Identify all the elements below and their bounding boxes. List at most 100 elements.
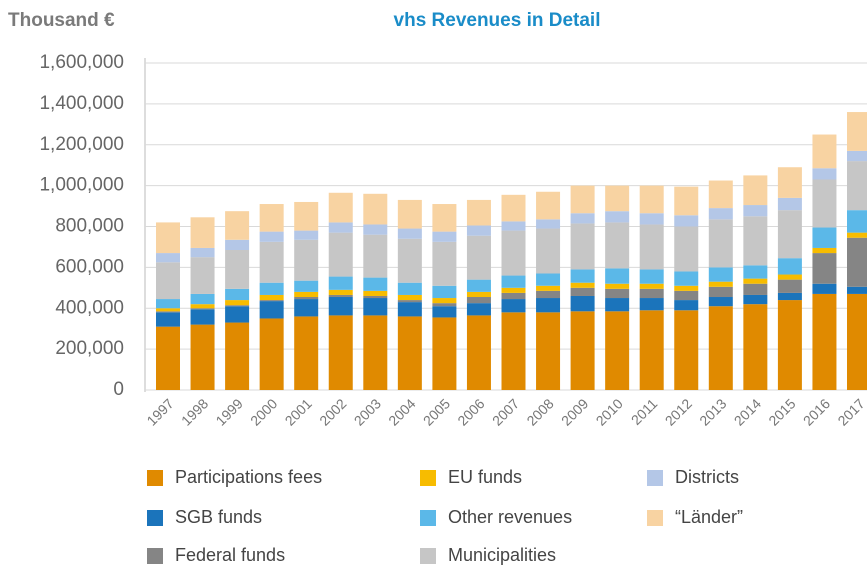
x-tick-label: 2006 — [454, 395, 487, 428]
bar-segment — [225, 305, 250, 307]
bar-segment — [294, 297, 319, 300]
x-tick-label: 2011 — [628, 395, 661, 428]
bar-segment — [466, 315, 491, 390]
bar-segment — [674, 186, 699, 216]
bar-segment — [294, 230, 319, 240]
bar-segment — [363, 290, 388, 296]
legend-label: SGB funds — [175, 507, 262, 527]
y-tick-label: 800,000 — [55, 216, 124, 237]
bar-segment — [432, 317, 457, 390]
bar-segment — [432, 298, 457, 304]
bar-segment — [570, 311, 595, 390]
y-tick-label: 400,000 — [55, 297, 124, 318]
bar-segment — [225, 211, 250, 240]
y-tick-label: 1,000,000 — [39, 175, 124, 196]
bar-segment — [570, 295, 595, 312]
bar-segment — [363, 224, 388, 235]
legend-swatch — [420, 548, 436, 564]
x-tick-label: 2016 — [800, 395, 833, 428]
bar-segment — [777, 167, 802, 198]
bar-segment — [363, 234, 388, 278]
bar-segment — [225, 322, 250, 390]
bar-segment — [605, 185, 630, 212]
bar-segment — [639, 224, 664, 270]
bar-segment — [674, 215, 699, 227]
bar-segment — [501, 275, 526, 288]
bar-segment — [225, 288, 250, 301]
bar-segment — [812, 247, 837, 254]
bar-segment — [466, 291, 491, 298]
bar-segment — [847, 150, 867, 162]
bar-segment — [397, 199, 422, 229]
legend-swatch — [647, 470, 663, 486]
bar-segment — [743, 205, 768, 217]
bar-segment — [190, 257, 215, 294]
bar-segment — [605, 298, 630, 312]
bar-segment — [743, 283, 768, 295]
bar-segment — [190, 309, 215, 325]
bar-segment — [708, 281, 733, 287]
bar-segment — [466, 199, 491, 226]
bar-segment — [605, 311, 630, 390]
bar-segment — [432, 303, 457, 307]
x-tick-label: 2000 — [247, 395, 280, 428]
bar-segment — [536, 312, 561, 390]
legend-swatch — [147, 510, 163, 526]
bar-segment — [397, 228, 422, 239]
bar-segment — [501, 287, 526, 293]
bar-segment — [328, 294, 353, 298]
bar-segment — [432, 231, 457, 242]
legend-swatch — [647, 510, 663, 526]
x-tick-label: 2008 — [523, 395, 556, 428]
bar-segment — [743, 294, 768, 305]
bar-segment — [294, 239, 319, 281]
bar-segment — [190, 324, 215, 390]
bar-segment — [639, 269, 664, 284]
bar-segment — [363, 193, 388, 225]
bar-segment — [397, 300, 422, 303]
bar-segment — [501, 230, 526, 276]
bar-segment — [708, 297, 733, 307]
bar-segment — [328, 192, 353, 223]
bar-segment — [328, 297, 353, 316]
bar-segment — [397, 302, 422, 317]
bar-segment — [536, 273, 561, 286]
bar-segment — [639, 310, 664, 390]
y-tick-label: 200,000 — [55, 338, 124, 359]
legend-swatch — [147, 470, 163, 486]
x-tick-label: 2005 — [420, 395, 453, 428]
bar-segment — [605, 211, 630, 223]
bar-segment — [605, 222, 630, 269]
bar-segment — [570, 282, 595, 288]
bar-segment — [812, 168, 837, 180]
bar-segment — [190, 308, 215, 310]
bar-segment — [639, 185, 664, 214]
bar-segment — [674, 300, 699, 311]
bar-segment — [639, 283, 664, 289]
legend-label: EU funds — [448, 467, 522, 487]
bar-segment — [847, 210, 867, 233]
bar-segment — [777, 274, 802, 280]
bar-segment — [570, 185, 595, 214]
bar-segment — [156, 262, 180, 300]
x-tick-label: 2002 — [316, 395, 349, 428]
x-tick-label: 2009 — [558, 395, 591, 428]
bar-segment — [777, 279, 802, 293]
bar-segment — [639, 298, 664, 311]
bar-segment — [156, 222, 180, 254]
bar-segment — [708, 306, 733, 390]
legend-label: Federal funds — [175, 545, 285, 565]
x-tick-label: 2014 — [731, 395, 764, 428]
bar-segment — [570, 213, 595, 224]
chart-title: vhs Revenues in Detail — [394, 10, 601, 31]
bar-segment — [363, 298, 388, 316]
bar-segment — [536, 191, 561, 220]
y-tick-label: 1,400,000 — [39, 93, 124, 114]
bar-segment — [847, 286, 867, 294]
bar-segment — [777, 197, 802, 211]
bar-segment — [570, 269, 595, 283]
bar-segment — [466, 225, 491, 236]
bar-segment — [328, 289, 353, 295]
bar-segment — [812, 253, 837, 284]
x-tick-label: 2004 — [385, 395, 418, 428]
